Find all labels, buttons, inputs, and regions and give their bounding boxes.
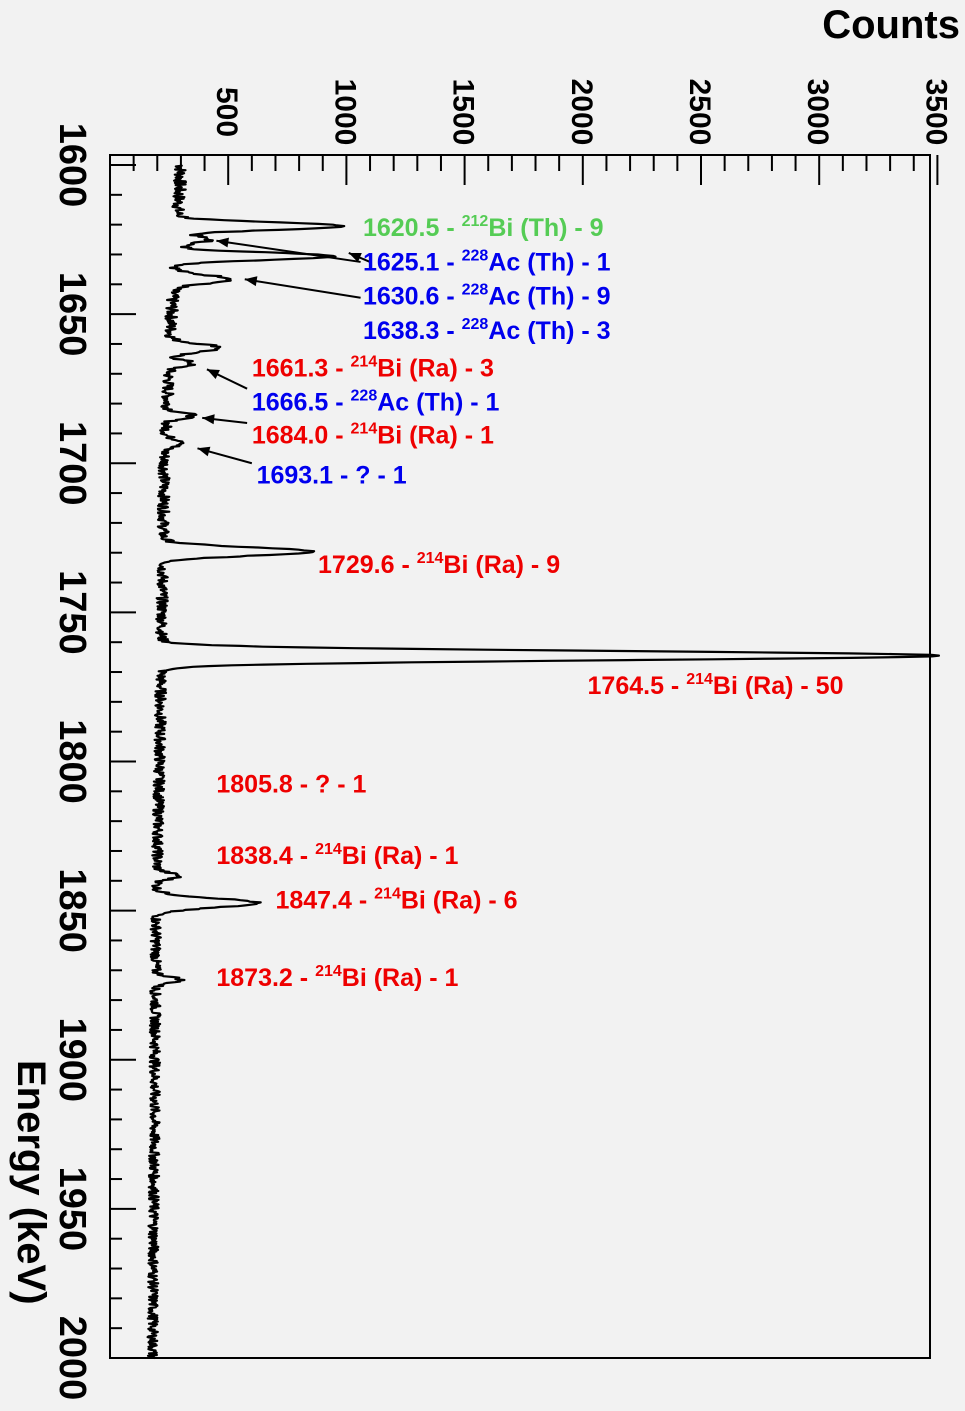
- isotope-name: Bi (Ra) - 1: [342, 964, 459, 992]
- isotope-name: Ac (Th) - 1: [488, 248, 610, 276]
- energy-tick-label: 1600: [51, 123, 93, 208]
- isotope-name: Bi (Ra) - 50: [713, 672, 844, 700]
- peak-label-energy: 1630.6 -: [363, 283, 462, 311]
- counts-tick-label: 500: [210, 87, 243, 137]
- peak-label-energy: 1693.1 - ? - 1: [257, 462, 407, 490]
- annotation-arrows: [197, 237, 371, 465]
- peak-label-energy: 1661.3 -: [252, 354, 351, 382]
- peak-label: 1638.3 - 228Ac (Th) - 3: [363, 316, 611, 345]
- energy-tick-label: 1750: [51, 570, 93, 655]
- counts-tick-label: 1000: [328, 79, 361, 146]
- isotope-name: Bi (Ra) - 9: [443, 551, 560, 579]
- isotope-name: Bi (Ra) - 1: [377, 421, 494, 449]
- peak-label: 1684.0 - 214Bi (Ra) - 1: [252, 420, 494, 449]
- peak-label: 1620.5 - 212Bi (Th) - 9: [363, 213, 604, 242]
- isotope-name: Bi (Ra) - 1: [342, 842, 459, 870]
- isotope-mass-number: 214: [374, 886, 401, 903]
- energy-tick-label: 2000: [51, 1316, 93, 1401]
- counts-axis-title: Counts: [822, 3, 960, 47]
- annotation-arrowhead: [197, 446, 211, 457]
- peak-label-energy: 1625.1 -: [363, 248, 462, 276]
- annotation-arrowhead: [206, 369, 220, 379]
- counts-tick-label: 2000: [565, 79, 598, 146]
- annotation-arrow: [216, 239, 361, 263]
- annotation-arrow: [244, 278, 361, 299]
- isotope-mass-number: 212: [462, 213, 489, 230]
- isotope-name: Bi (Ra) - 3: [377, 354, 494, 382]
- peak-label: 1630.6 - 228Ac (Th) - 9: [363, 282, 611, 311]
- energy-axis: 1600 1650 1700 1750 1800 1850 1900 1950 2000: [51, 123, 136, 1401]
- counts-tick-label: 1500: [447, 79, 480, 146]
- peak-label: 1661.3 - 214Bi (Ra) - 3: [252, 353, 494, 382]
- energy-tick-label: 1950: [51, 1167, 93, 1252]
- annotation-arrowhead: [244, 276, 258, 287]
- energy-tick-label: 1700: [51, 421, 93, 506]
- peak-label: 1847.4 - 214Bi (Ra) - 6: [275, 886, 517, 915]
- isotope-mass-number: 228: [351, 388, 378, 405]
- peak-label-energy: 1847.4 -: [275, 887, 374, 915]
- isotope-name: Ac (Th) - 1: [377, 389, 499, 417]
- spectrum-trace: [146, 164, 940, 1360]
- isotope-name: Bi (Th) - 9: [488, 214, 603, 242]
- peak-label: 1693.1 - ? - 1: [257, 462, 407, 490]
- peak-label-energy: 1873.2 -: [216, 964, 315, 992]
- annotation-arrowhead: [216, 237, 229, 248]
- plot-frame: [109, 154, 931, 1359]
- counts-tick-label: 3000: [801, 79, 834, 146]
- peak-label: 1805.8 - ? - 1: [216, 770, 366, 798]
- counts-axis: 500 1000 1500 2000 2500 3000 3500: [132, 79, 952, 185]
- energy-axis-title: Energy (keV): [9, 1060, 53, 1305]
- peak-label-energy: 1638.3 -: [363, 317, 462, 345]
- isotope-mass-number: 228: [462, 316, 489, 333]
- isotope-mass-number: 228: [462, 247, 489, 264]
- peak-label-energy: 1838.4 -: [216, 842, 315, 870]
- energy-tick-label: 1900: [51, 1017, 93, 1102]
- energy-tick-label: 1800: [51, 719, 93, 804]
- isotope-mass-number: 228: [462, 282, 489, 299]
- peak-label-energy: 1764.5 -: [588, 672, 687, 700]
- peak-label-energy: 1684.0 -: [252, 421, 351, 449]
- peak-label: 1838.4 - 214Bi (Ra) - 1: [216, 841, 458, 870]
- peak-label-energy: 1729.6 -: [318, 551, 417, 579]
- peak-label: 1873.2 - 214Bi (Ra) - 1: [216, 963, 458, 992]
- isotope-name: Ac (Th) - 9: [488, 283, 610, 311]
- peak-label-energy: 1620.5 -: [363, 214, 462, 242]
- energy-tick-label: 1850: [51, 868, 93, 953]
- annotation-arrowhead: [202, 414, 215, 425]
- isotope-mass-number: 214: [351, 353, 378, 370]
- peak-label-energy: 1666.5 -: [252, 389, 351, 417]
- counts-tick-label: 3500: [919, 79, 952, 146]
- annotation-arrowhead: [348, 253, 362, 263]
- isotope-name: Bi (Ra) - 6: [401, 887, 518, 915]
- peak-label: 1666.5 - 228Ac (Th) - 1: [252, 388, 500, 417]
- isotope-mass-number: 214: [686, 671, 713, 688]
- counts-tick-label: 2500: [683, 79, 716, 146]
- isotope-mass-number: 214: [417, 550, 444, 567]
- peak-label: 1729.6 - 214Bi (Ra) - 9: [318, 550, 560, 579]
- isotope-mass-number: 214: [315, 963, 342, 980]
- energy-tick-label: 1650: [51, 272, 93, 357]
- isotope-mass-number: 214: [351, 420, 378, 437]
- isotope-name: Ac (Th) - 3: [488, 317, 610, 345]
- peak-label: 1625.1 - 228Ac (Th) - 1: [363, 247, 611, 276]
- peak-label-energy: 1805.8 - ? - 1: [216, 770, 366, 798]
- peak-label: 1764.5 - 214Bi (Ra) - 50: [588, 671, 844, 700]
- isotope-mass-number: 214: [315, 841, 342, 858]
